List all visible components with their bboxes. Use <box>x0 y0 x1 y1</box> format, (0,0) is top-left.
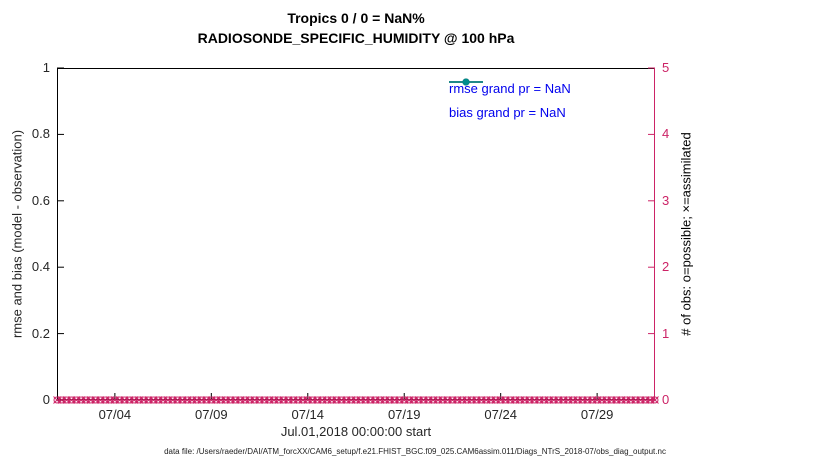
y-tick-label-right: 1 <box>662 325 670 341</box>
chart-title: Tropics 0 / 0 = NaN% RADIOSONDE_SPECIFIC… <box>57 8 655 48</box>
y-tick-label-right: 0 <box>662 392 670 407</box>
y-tick-label-left: 1 <box>42 60 50 75</box>
x-tick-label: 07/19 <box>387 407 421 422</box>
y-tick-label-right: 3 <box>662 192 670 208</box>
y-tick-label-right: 2 <box>662 259 670 275</box>
plot-svg <box>53 67 659 404</box>
data-file-caption: data file: /Users/raeder/DAI/ATM_forcXX/… <box>164 447 666 456</box>
bias-line-marker-icon <box>449 78 483 86</box>
x-tick-label: 07/14 <box>291 407 325 422</box>
legend: rmse grand pr = NaN bias grand pr = NaN <box>449 76 571 124</box>
x-tick-label: 07/29 <box>580 407 614 422</box>
x-tick-label: 07/09 <box>195 407 228 422</box>
y-tick-label-left: 0.6 <box>31 192 50 208</box>
legend-label-rmse: rmse grand pr = NaN <box>449 80 571 96</box>
title-line2: RADIOSONDE_SPECIFIC_HUMIDITY @ 100 hPa <box>197 30 515 46</box>
plot-area: rmse grand pr = NaN bias grand pr = NaN <box>53 67 659 404</box>
right-axis-label: # of obs: o=possible; ×=assimilated <box>678 132 694 336</box>
legend-item-bias: bias grand pr = NaN <box>449 78 571 124</box>
title-line1: Tropics 0 / 0 = NaN% <box>287 10 425 26</box>
y-tick-label-left: 0.8 <box>31 126 50 142</box>
legend-label-bias: bias grand pr = NaN <box>449 104 566 120</box>
x-tick-label: 07/04 <box>98 407 132 422</box>
y-tick-label-left: 0.2 <box>31 325 50 341</box>
left-axis-label: rmse and bias (model - observation) <box>9 129 25 339</box>
y-tick-label-left: 0 <box>42 392 50 407</box>
y-tick-label-right: 5 <box>662 60 670 75</box>
x-axis-label: Jul.01,2018 00:00:00 start <box>280 424 432 439</box>
y-tick-label-left: 0.4 <box>31 259 50 275</box>
y-tick-label-right: 4 <box>662 126 670 142</box>
x-tick-label: 07/24 <box>484 407 517 422</box>
